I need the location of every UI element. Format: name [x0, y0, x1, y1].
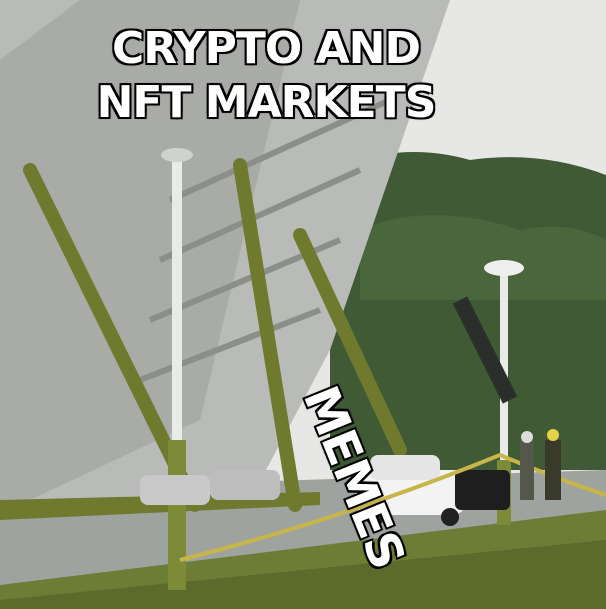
support-beams [23, 158, 407, 512]
parked-cars [140, 470, 280, 505]
top-caption-line-2: NFT MARKETS [96, 76, 438, 129]
crane-arm [452, 296, 518, 404]
top-caption-line-1: CRYPTO AND [111, 22, 422, 75]
building-floors [138, 97, 392, 383]
dark-car [455, 470, 510, 510]
rope-barrier [179, 452, 606, 562]
workers [520, 429, 561, 500]
top-caption: CRYPTO AND NFT MARKETS [66, 22, 466, 130]
